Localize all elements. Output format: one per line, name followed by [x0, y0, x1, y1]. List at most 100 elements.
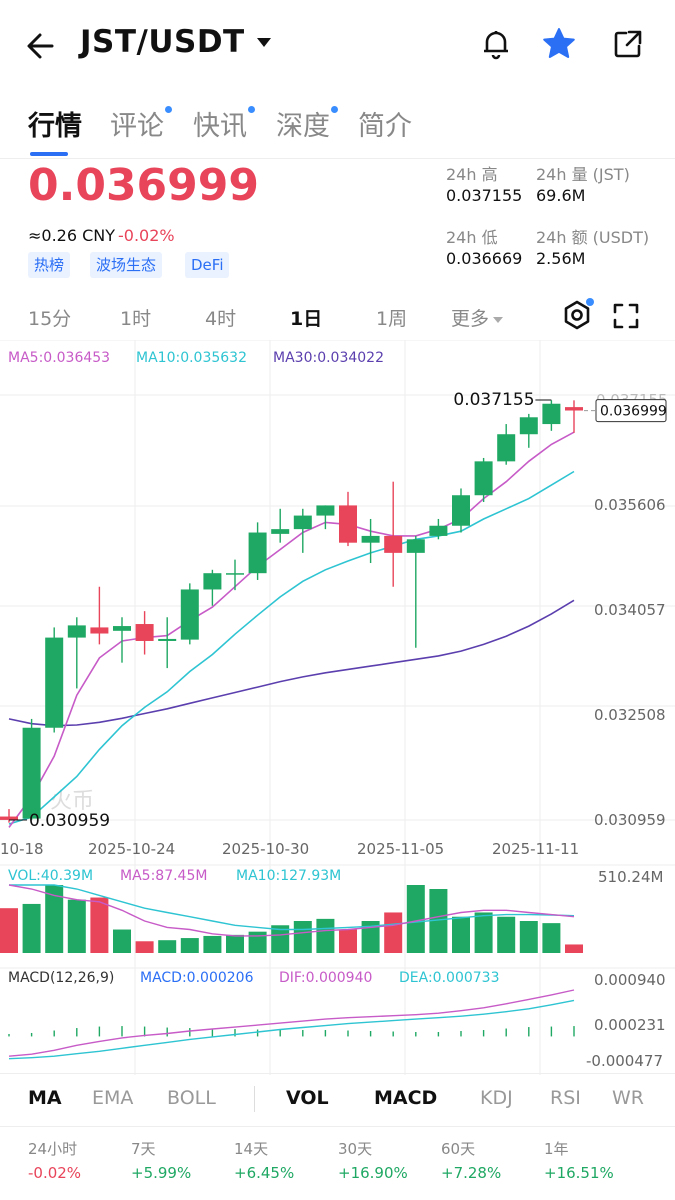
performance-period-label: 14天	[234, 1140, 269, 1158]
candle-body	[67, 625, 86, 638]
candle-body	[0, 816, 18, 820]
candle-body	[542, 403, 561, 425]
macd-value-legend: MACD:0.000206	[140, 970, 254, 986]
low-value: 0.036669	[446, 249, 523, 268]
dea-legend: DEA:0.000733	[399, 970, 499, 986]
candle-body	[45, 637, 64, 728]
chevron-down-icon[interactable]	[257, 38, 271, 47]
indicator-wr[interactable]: WR	[612, 1087, 644, 1109]
indicator-ma[interactable]: MA	[28, 1087, 62, 1109]
tab-depth[interactable]: 深度	[276, 104, 338, 143]
tag-defi[interactable]: DeFi	[185, 252, 230, 278]
macd-y-tick: 0.000231	[594, 1016, 666, 1034]
volume-bar	[406, 885, 425, 953]
volume-bar	[542, 923, 561, 953]
candle-body	[474, 461, 493, 496]
timeframe-1w[interactable]: 1周	[376, 308, 408, 330]
notification-dot	[248, 106, 255, 113]
candle-body	[316, 505, 335, 516]
volume-bar	[248, 931, 267, 953]
indicator-rsi[interactable]: RSI	[550, 1087, 581, 1109]
volume-bar	[113, 929, 131, 953]
volume-bar	[90, 897, 109, 953]
high-label: 24h 高	[446, 165, 498, 184]
performance-period-label: 60天	[441, 1140, 476, 1158]
x-axis-tick-label: 2025-10-30	[222, 840, 309, 858]
kline-chart[interactable]: MA5:0.036453 MA10:0.035632 MA30:0.034022 0.…	[0, 340, 675, 1075]
volume-bar	[67, 899, 86, 953]
timeframe-more[interactable]: 更多	[451, 304, 504, 331]
timeframe-1h[interactable]: 1时	[120, 308, 152, 330]
volume-bar	[384, 912, 403, 953]
triangle-down-icon	[493, 316, 504, 323]
ma30-line	[8, 599, 575, 727]
ma5-legend: MA5:0.036453	[8, 350, 110, 366]
candle-body	[135, 624, 154, 641]
back-arrow-icon[interactable]	[22, 26, 62, 66]
timeframe-15m[interactable]: 15分	[28, 308, 72, 330]
performance-period-label: 7天	[131, 1140, 156, 1158]
section-tabs: 行情 评论 快讯 深度 简介	[0, 96, 675, 159]
volume-bar	[339, 929, 357, 953]
x-axis-tick-label: 10-18	[0, 840, 44, 858]
indicator-vol[interactable]: VOL	[286, 1087, 329, 1109]
notification-dot	[165, 106, 172, 113]
indicator-ema[interactable]: EMA	[92, 1087, 134, 1109]
volume-bar	[271, 925, 290, 953]
tab-comments[interactable]: 评论	[110, 104, 172, 143]
dif-line	[8, 989, 575, 1057]
volume-bar	[429, 889, 448, 953]
top-bar: JST/USDT	[0, 0, 675, 92]
candle-body	[497, 434, 516, 462]
high-marker-label: 0.037155	[453, 390, 534, 410]
candle-body	[90, 627, 109, 634]
timeframe-4h[interactable]: 4时	[205, 308, 237, 330]
macd-legend: MACD(12,26,9)	[8, 970, 114, 986]
macd-y-tick: -0.000477	[586, 1052, 663, 1070]
current-price-label: 0.036999	[600, 404, 667, 420]
indicator-macd[interactable]: MACD	[374, 1087, 438, 1109]
volume-bar	[158, 940, 177, 953]
chart-settings-icon[interactable]	[560, 298, 594, 332]
tag-hot[interactable]: 热榜	[28, 252, 71, 278]
performance-period-value: -0.02%	[28, 1164, 82, 1182]
candle-body	[180, 589, 199, 640]
volume-bar	[474, 912, 493, 953]
tab-market[interactable]: 行情	[28, 111, 82, 142]
candle-body	[226, 573, 244, 575]
tag-tron-ecosystem[interactable]: 波场生态	[90, 252, 163, 278]
performance-period-value: +16.51%	[544, 1164, 614, 1182]
favorite-star-icon[interactable]	[541, 26, 577, 62]
performance-period-label: 24小时	[28, 1140, 78, 1158]
candle-body	[203, 573, 222, 590]
pair-title[interactable]: JST/USDT	[80, 24, 245, 60]
dif-legend: DIF:0.000940	[279, 970, 372, 986]
fullscreen-icon[interactable]	[612, 302, 640, 330]
indicator-kdj[interactable]: KDJ	[480, 1087, 513, 1109]
volume-bar	[361, 921, 380, 953]
price-change: -0.02%	[118, 226, 175, 245]
volume-bar	[452, 916, 470, 953]
y-axis-tick-label: 0.032508	[594, 706, 666, 724]
volume-ma10-legend: MA10:127.93M	[236, 868, 341, 884]
low-label: 24h 低	[446, 228, 498, 247]
dea-line	[8, 999, 575, 1060]
tab-news[interactable]: 快讯	[193, 104, 255, 143]
volume-bar	[45, 885, 64, 953]
timeframe-1d[interactable]: 1日	[290, 308, 323, 330]
last-price: 0.036999	[28, 160, 260, 211]
indicator-boll[interactable]: BOLL	[167, 1087, 216, 1109]
x-axis-tick-label: 2025-11-05	[357, 840, 444, 858]
share-icon[interactable]	[610, 26, 646, 62]
volume-bar	[203, 935, 222, 953]
ma5-line	[8, 431, 575, 828]
volume-value: 69.6M	[536, 186, 586, 205]
active-tab-indicator	[30, 152, 68, 156]
tab-intro[interactable]: 简介	[358, 111, 412, 142]
divider	[0, 1073, 675, 1074]
bell-icon[interactable]	[478, 26, 514, 62]
performance-period-label: 1年	[544, 1140, 569, 1158]
volume-label: 24h 量 (JST)	[536, 165, 630, 184]
y-axis-tick-label: 0.030959	[594, 811, 666, 829]
candle-body	[158, 638, 177, 641]
